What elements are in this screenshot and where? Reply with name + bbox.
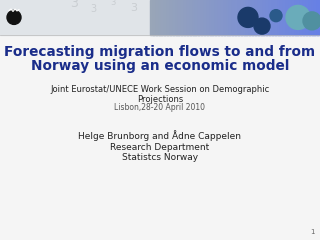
Bar	[201, 0, 205, 35]
Text: 3: 3	[110, 0, 116, 7]
Bar	[204, 0, 208, 35]
Text: Forecasting migration flows to and from: Forecasting migration flows to and from	[4, 45, 316, 59]
Bar	[292, 0, 295, 35]
Bar	[309, 0, 313, 35]
Bar	[260, 0, 264, 35]
Bar	[266, 0, 270, 35]
Bar	[235, 0, 239, 35]
Bar	[210, 0, 213, 35]
Bar	[275, 0, 278, 35]
Bar	[212, 0, 216, 35]
Bar	[193, 0, 196, 35]
Text: Helge Brunborg and Ådne Cappelen: Helge Brunborg and Ådne Cappelen	[78, 131, 242, 141]
Bar	[311, 0, 315, 35]
Bar	[294, 0, 298, 35]
Bar	[283, 0, 287, 35]
Circle shape	[238, 7, 258, 27]
Bar	[161, 0, 165, 35]
Bar	[215, 0, 219, 35]
Circle shape	[303, 12, 320, 30]
Circle shape	[7, 10, 21, 24]
Bar	[314, 0, 318, 35]
Bar	[249, 0, 253, 35]
Text: Lisbon,28-20 April 2010: Lisbon,28-20 April 2010	[115, 103, 205, 113]
Bar	[170, 0, 174, 35]
Bar	[150, 0, 154, 35]
Bar	[195, 0, 199, 35]
Bar	[164, 0, 168, 35]
Bar	[263, 0, 267, 35]
Bar	[178, 0, 182, 35]
Bar	[190, 0, 194, 35]
Circle shape	[286, 6, 310, 30]
Bar	[173, 0, 177, 35]
Bar	[317, 0, 320, 35]
Bar	[238, 0, 242, 35]
Bar	[218, 0, 222, 35]
Text: 3: 3	[90, 4, 96, 14]
Bar	[184, 0, 188, 35]
Bar	[244, 0, 247, 35]
Bar	[258, 0, 261, 35]
Bar	[156, 0, 159, 35]
Bar	[306, 0, 310, 35]
Bar	[158, 0, 162, 35]
Bar	[167, 0, 171, 35]
Text: 1: 1	[310, 229, 315, 235]
Bar	[255, 0, 259, 35]
Bar	[229, 0, 233, 35]
Text: 3: 3	[130, 3, 137, 13]
Bar	[303, 0, 307, 35]
Bar	[207, 0, 211, 35]
Bar	[246, 0, 250, 35]
Text: Norway using an economic model: Norway using an economic model	[31, 59, 289, 73]
Bar	[286, 0, 290, 35]
Text: Statistcs Norway: Statistcs Norway	[122, 154, 198, 162]
Bar	[272, 0, 276, 35]
Bar	[241, 0, 244, 35]
Bar	[300, 0, 304, 35]
Bar	[232, 0, 236, 35]
Bar	[175, 0, 179, 35]
Circle shape	[270, 10, 282, 22]
Bar	[198, 0, 202, 35]
Bar	[252, 0, 256, 35]
Bar	[227, 0, 230, 35]
Bar	[0, 0, 200, 35]
Bar	[181, 0, 185, 35]
Bar	[269, 0, 273, 35]
Bar	[277, 0, 281, 35]
Bar	[280, 0, 284, 35]
Bar	[221, 0, 225, 35]
Circle shape	[254, 18, 270, 34]
Text: 3: 3	[70, 0, 78, 10]
Bar	[224, 0, 228, 35]
Text: Research Department: Research Department	[110, 143, 210, 151]
Text: Projections: Projections	[137, 95, 183, 103]
Bar	[297, 0, 301, 35]
Text: Joint Eurostat/UNECE Work Session on Demographic: Joint Eurostat/UNECE Work Session on Dem…	[50, 85, 270, 95]
Bar	[153, 0, 157, 35]
Bar	[289, 0, 293, 35]
Bar	[187, 0, 191, 35]
